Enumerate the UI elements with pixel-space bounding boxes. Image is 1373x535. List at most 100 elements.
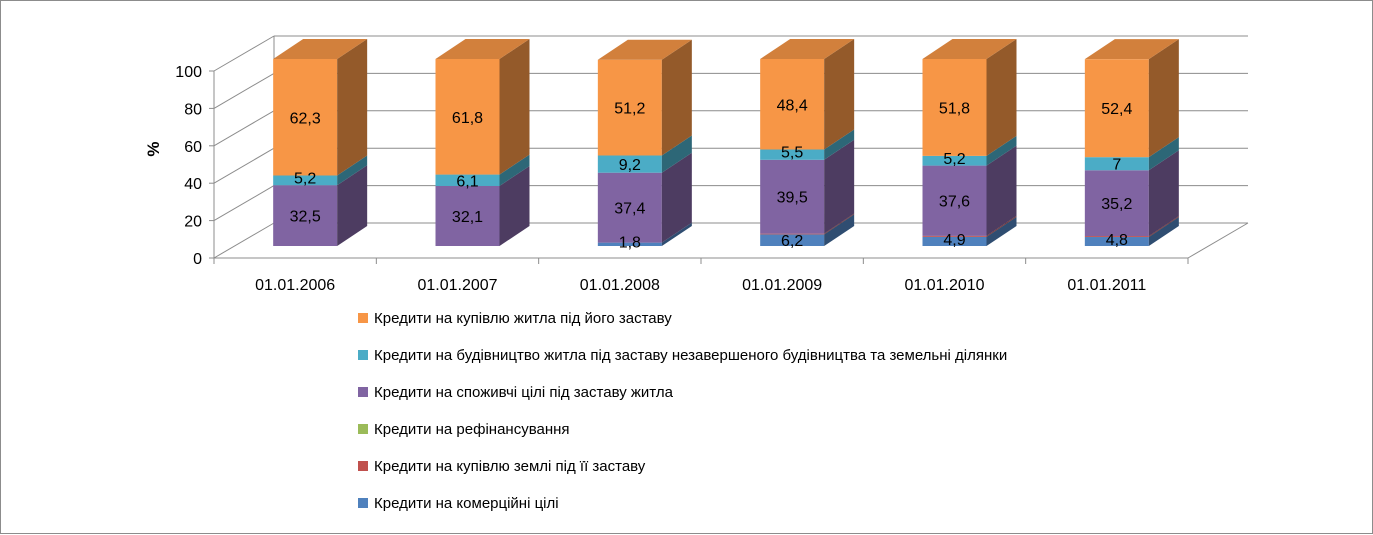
bar-segment-side: [824, 39, 855, 150]
data-label: 35,2: [1101, 196, 1132, 213]
data-label: 61,8: [452, 110, 483, 127]
bar-top: [435, 39, 530, 59]
bar-segment-side: [337, 155, 368, 186]
data-label: 51,8: [939, 100, 970, 117]
bar-segment: [1084, 59, 1149, 158]
bar-segment-side: [1148, 217, 1179, 246]
x-tick-label: 01.01.2010: [904, 277, 984, 294]
bar-segment-side: [1148, 137, 1179, 171]
bar-segment-side: [986, 145, 1017, 236]
bar-segment: [922, 155, 987, 166]
bar-segment: [922, 165, 987, 236]
data-label: 5,5: [781, 145, 803, 162]
bar-segment-side: [661, 39, 692, 156]
data-label: 6,1: [456, 173, 478, 190]
legend-entry: Кредити на будівництво житла під заставу…: [374, 347, 1007, 364]
data-label: 6,2: [781, 233, 803, 250]
floor-right-edge: [1187, 222, 1249, 259]
y-tick-label: 100: [175, 64, 202, 81]
bar-segment-side: [824, 129, 855, 160]
data-label: 7: [1112, 157, 1121, 174]
bar-segment-side: [661, 152, 692, 243]
bar-segment-side: [661, 135, 692, 173]
bar-top: [1084, 39, 1179, 60]
bar-segment: [760, 234, 825, 246]
gridline-side: [213, 110, 275, 147]
data-label: 5,2: [294, 171, 316, 188]
bar-segment-side: [1148, 216, 1179, 238]
bar-segment: [597, 155, 662, 173]
x-tick-label: 01.01.2006: [255, 277, 335, 294]
bar-segment: [922, 236, 987, 246]
y-tick-label: 20: [184, 214, 202, 231]
data-label: 32,5: [290, 209, 321, 226]
bar-segment: [435, 185, 500, 246]
data-label: 51,2: [614, 101, 645, 118]
y-axis-title: %: [144, 141, 163, 156]
bar-segment-side: [499, 165, 530, 246]
legend-entry: Кредити на купівлю землі під її заставу: [374, 458, 646, 475]
x-tick-label: 01.01.2007: [417, 277, 497, 294]
legend-swatch: [358, 461, 368, 471]
x-tick-label: 01.01.2011: [1067, 277, 1146, 294]
bar-top: [760, 39, 855, 59]
bar-segment-side: [824, 213, 855, 235]
bar-segment-side: [337, 165, 368, 246]
gridline-side: [213, 185, 275, 222]
legend-entry: Кредити на купівлю житла під його застав…: [374, 310, 672, 327]
legend-entry: Кредити на споживчі цілі під заставу жит…: [374, 384, 674, 401]
bar-segment-side: [986, 39, 1017, 156]
legend-entry: Кредити на рефінансування: [374, 421, 570, 438]
bar-segment: [760, 59, 825, 150]
legend-swatch: [358, 424, 368, 434]
data-label: 9,2: [619, 157, 641, 174]
legend-swatch: [358, 387, 368, 397]
data-label: 37,4: [614, 201, 645, 218]
bar-segment: [760, 149, 825, 160]
bar-segment: [760, 233, 825, 235]
data-label: 1,8: [619, 235, 641, 252]
data-label: 48,4: [777, 97, 808, 114]
bar-segment: [597, 172, 662, 243]
gridline-side: [213, 222, 275, 259]
legend-swatch: [358, 498, 368, 508]
y-tick-label: 60: [184, 139, 202, 156]
bar-segment-side: [824, 139, 855, 234]
bar-segment-side: [499, 154, 530, 186]
bar-segment: [1084, 170, 1149, 237]
bar-segment-side: [986, 135, 1017, 166]
x-tick-label: 01.01.2009: [742, 277, 822, 294]
bar-segment-side: [824, 214, 855, 246]
data-label: 37,6: [939, 194, 970, 211]
bar-segment: [1084, 237, 1149, 246]
data-label: 32,1: [452, 209, 483, 226]
bar-top: [922, 39, 1017, 59]
gridline-side: [213, 35, 275, 72]
bar-segment: [273, 59, 338, 176]
bar-segment-side: [499, 39, 530, 175]
x-tick-label: 01.01.2008: [580, 277, 660, 294]
gridline-side: [213, 147, 275, 184]
bar-segment-side: [1148, 150, 1179, 237]
bar-top: [597, 39, 692, 60]
bar-segment: [597, 242, 662, 246]
bar-segment-side: [986, 216, 1017, 246]
bar-segment: [435, 59, 500, 175]
bar-segment: [922, 59, 987, 156]
y-tick-label: 0: [193, 251, 202, 268]
legend-swatch: [358, 350, 368, 360]
bar-top: [273, 39, 368, 59]
y-tick-label: 40: [184, 176, 202, 193]
legend-entry: Кредити на комерційні цілі: [374, 495, 559, 512]
legend-swatch: [358, 313, 368, 323]
bar-segment: [273, 185, 338, 246]
bar-segment-side: [337, 39, 368, 176]
data-label: 62,3: [290, 110, 321, 127]
bar-segment: [922, 235, 987, 237]
bar-segment-side: [1148, 39, 1179, 158]
data-label: 4,8: [1106, 232, 1128, 249]
bar-segment-side: [986, 215, 1017, 237]
gridline-side: [213, 72, 275, 109]
